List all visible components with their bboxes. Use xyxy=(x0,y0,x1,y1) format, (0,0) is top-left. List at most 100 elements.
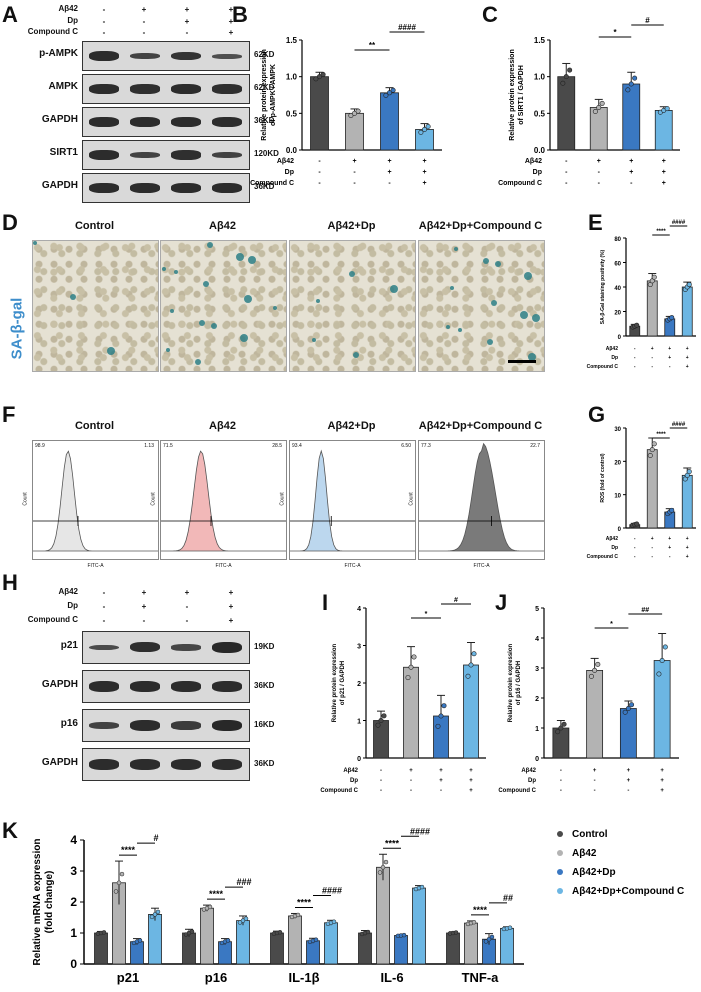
bar xyxy=(130,941,144,965)
microscopy-title: Aβ42+Dp+Compound C xyxy=(418,220,543,232)
treatment-sign: - xyxy=(565,180,568,187)
panel-letter-b: B xyxy=(232,2,248,27)
significance-label: # xyxy=(454,597,458,604)
treatment-sign: + xyxy=(387,158,391,165)
data-point xyxy=(669,507,675,513)
treatment-sign: + xyxy=(629,169,633,176)
bar xyxy=(236,920,250,965)
y-tick-label: 1 xyxy=(70,926,77,940)
y-tick-label: 20 xyxy=(614,460,621,466)
bar xyxy=(622,83,641,151)
treatment-label: Dp xyxy=(528,778,536,784)
flow-histogram: 98.9 1.13 FITC-A Count xyxy=(23,440,159,569)
blot-strip xyxy=(82,41,250,71)
blot-band xyxy=(212,759,242,770)
stained-cell xyxy=(390,285,398,293)
y-tick-label: 80 xyxy=(614,237,621,243)
stained-cell xyxy=(353,352,359,358)
y-tick-label: 2 xyxy=(70,895,77,909)
blot-band xyxy=(212,117,242,127)
treatment-sign: + xyxy=(352,158,356,165)
y-tick-label: 1.5 xyxy=(286,36,298,45)
blot-row-label: p21 xyxy=(60,639,78,651)
stained-cell xyxy=(491,300,497,306)
bar xyxy=(586,670,604,759)
blot-band xyxy=(89,681,119,692)
molecular-weight-label: 16KD xyxy=(254,719,275,729)
flow-ylabel: Count xyxy=(279,492,286,506)
flow-svg xyxy=(290,449,415,552)
significance-label: #### xyxy=(410,826,430,836)
blot-band xyxy=(212,681,242,692)
bar xyxy=(218,941,232,965)
significance-label: ## xyxy=(503,893,513,903)
blot-band xyxy=(130,681,160,692)
treatment-label: Compound C xyxy=(587,554,619,560)
y-tick-label: 1.5 xyxy=(534,36,546,45)
bar xyxy=(646,280,658,337)
treatment-sign: - xyxy=(102,28,106,37)
panel-letter-f: F xyxy=(2,402,16,427)
data-point xyxy=(320,71,326,77)
data-point xyxy=(453,930,459,935)
gate-percent-right: 6.50 xyxy=(401,443,411,449)
blot-row-label: GAPDH xyxy=(41,180,78,191)
treatment-sign: - xyxy=(410,788,412,794)
y-axis-label-line: Relative protein expression xyxy=(261,49,268,140)
panel-letter-g: G xyxy=(588,402,606,427)
treatment-sign: - xyxy=(410,778,412,784)
bar xyxy=(463,664,479,759)
stained-cell xyxy=(33,241,37,245)
treatment-sign: - xyxy=(380,778,382,784)
blot-band xyxy=(130,759,160,770)
stained-cell xyxy=(240,334,248,342)
blot-strip xyxy=(82,748,250,781)
legend-label: Aβ42+Dp+Compound C xyxy=(572,886,684,897)
data-point xyxy=(225,938,231,943)
bar xyxy=(646,449,658,529)
blot-strip xyxy=(82,709,250,742)
bar xyxy=(148,914,162,965)
treatment-sign: - xyxy=(565,169,568,176)
sa-beta-gal-image xyxy=(418,240,545,372)
significance-label: * xyxy=(613,28,617,37)
significance-label: **** xyxy=(473,905,488,915)
treatment-sign: + xyxy=(686,554,689,560)
bar xyxy=(619,708,637,759)
treatment-sign: + xyxy=(184,588,190,597)
treatment-sign: + xyxy=(422,158,426,165)
data-point xyxy=(277,930,283,935)
y-tick-label: 30 xyxy=(614,427,621,433)
data-point xyxy=(622,709,628,715)
molecular-weight-label: 19KD xyxy=(254,641,275,651)
treatment-sign: - xyxy=(440,788,442,794)
blot-band xyxy=(212,53,242,59)
blot-band xyxy=(212,84,242,94)
treatment-sign: - xyxy=(102,17,106,26)
blot-band xyxy=(89,183,119,193)
gate-percent-right: 22.7 xyxy=(530,443,540,449)
significance-label: **** xyxy=(656,432,666,438)
treatment-sign: + xyxy=(686,364,689,370)
bar xyxy=(345,112,364,151)
data-point xyxy=(471,919,477,925)
y-axis-label-line: of p21 / GAPDH xyxy=(340,661,346,705)
blot-row-label: GAPDH xyxy=(41,678,78,690)
blot-band xyxy=(89,51,119,61)
stained-cell xyxy=(166,348,170,352)
data-point xyxy=(313,937,319,943)
treatment-label: Compound C xyxy=(250,180,294,187)
flow-histogram: 77.3 22.7 FITC-A Count xyxy=(409,440,545,569)
flow-svg xyxy=(419,442,544,552)
data-point xyxy=(629,702,635,708)
data-point xyxy=(419,884,425,890)
blot-band xyxy=(212,719,242,732)
flow-xlabel: FITC-A xyxy=(344,563,361,569)
flow-ylabel: Count xyxy=(408,492,415,506)
stained-cell xyxy=(248,256,256,264)
flow-svg xyxy=(33,450,158,552)
treatment-sign: - xyxy=(634,355,636,361)
treatment-label: Dp xyxy=(285,169,294,176)
y-axis-label: Relative mRNA expression(fold change) xyxy=(32,839,55,966)
data-point xyxy=(418,129,424,135)
